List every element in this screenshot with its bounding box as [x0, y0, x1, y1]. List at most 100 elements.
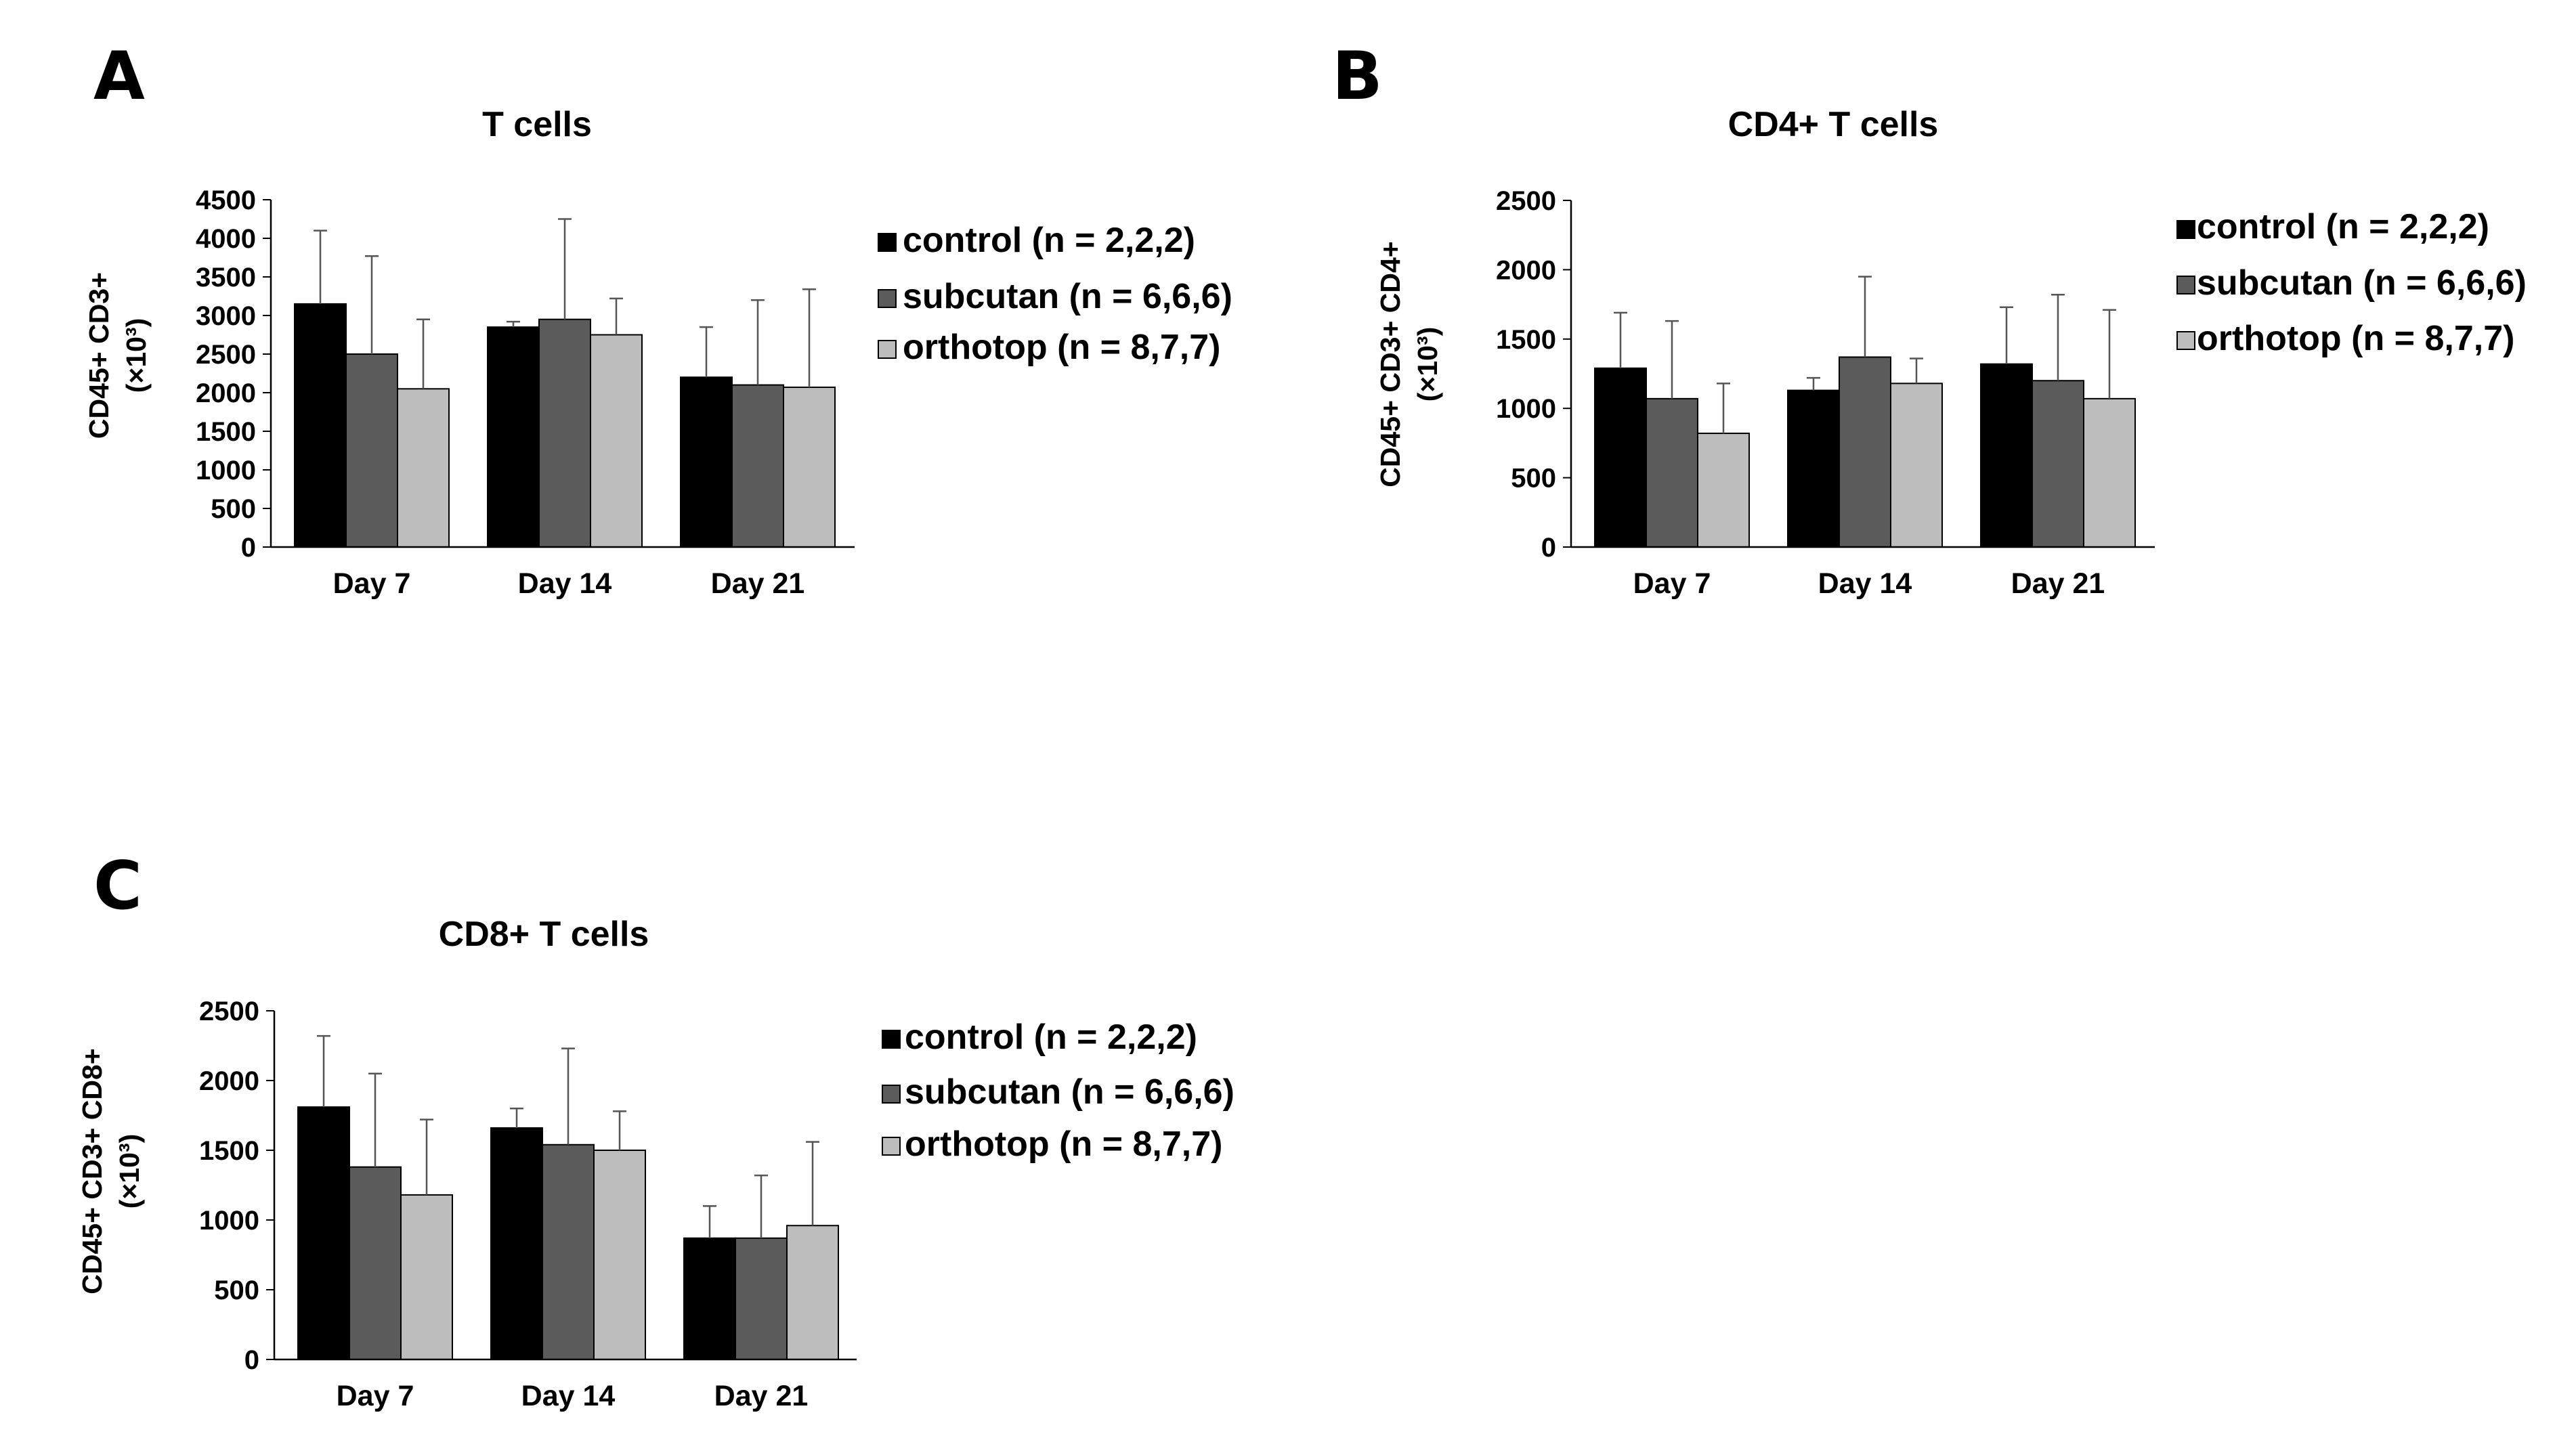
- y-tick-label-a-5: 2500: [196, 340, 256, 370]
- legend-swatch-subcutan-b: [2176, 276, 2195, 295]
- x-tick-label-b-2: Day 21: [2011, 567, 2105, 600]
- x-tick-label-b-0: Day 7: [1633, 567, 1711, 600]
- legend-swatch-subcutan-c: [882, 1085, 901, 1104]
- y-tick-label-a-1: 500: [211, 494, 256, 524]
- y-axis-label-c: CD45+ CD3+ CD8+ (×10³): [77, 1048, 145, 1294]
- bar-b-subcutan-0: [1646, 397, 1698, 548]
- plot-area-c: 0 500 1000 1500 2000 2500 Day 7 Day 14 Day 21: [199, 997, 857, 1412]
- y-tick-label-a-8: 4000: [196, 224, 256, 254]
- bar-c-subcutan-0: [349, 1166, 402, 1360]
- x-tick-label-a-1: Day 14: [518, 567, 612, 600]
- chart-title-b: CD4+ T cells: [1728, 105, 1939, 144]
- legend-label-control-a: control (n = 2,2,2): [903, 221, 1195, 260]
- y-axis-label-main-c: CD45+ CD3+ CD8+: [77, 1048, 108, 1294]
- bar-b-control-1: [1787, 389, 1840, 548]
- bar-c-control-1: [490, 1127, 543, 1361]
- legend-label-control-b: control (n = 2,2,2): [2197, 207, 2489, 246]
- bar-a-orthotop-2: [783, 387, 836, 548]
- y-tick-label-c-2: 1000: [199, 1206, 259, 1236]
- bar-b-subcutan-2: [2032, 380, 2084, 548]
- panel-c: C CD8+ T cells CD45+ CD3+ CD8+ (×10³) 0 5…: [77, 848, 1235, 1412]
- y-axis-label-unit-c: (×10³): [114, 1134, 145, 1209]
- bar-a-subcutan-1: [538, 318, 591, 548]
- y-tick-label-c-4: 2000: [199, 1066, 259, 1096]
- y-axis-label-main-b: CD45+ CD3+ CD4+: [1375, 241, 1406, 487]
- y-tick-label-a-2: 1000: [196, 456, 256, 485]
- legend-swatch-control-b: [2176, 220, 2195, 239]
- bar-b-control-2: [1980, 363, 2033, 548]
- panel-letter-a: A: [93, 38, 145, 115]
- y-tick-label-c-1: 500: [214, 1276, 259, 1305]
- bar-a-orthotop-0: [397, 388, 450, 548]
- legend-label-orthotop-c: orthotop (n = 8,7,7): [905, 1125, 1222, 1164]
- y-tick-label-c-5: 2500: [199, 997, 259, 1026]
- panel-a: A T cells CD45+ CD3+ (×10³) 0 500 1000 1500…: [83, 38, 1232, 600]
- y-axis-label-unit-a: (×10³): [121, 318, 152, 393]
- legend-label-orthotop-b: orthotop (n = 8,7,7): [2197, 319, 2514, 358]
- bar-a-subcutan-0: [345, 353, 398, 548]
- x-tick-label-a-2: Day 21: [711, 567, 805, 600]
- y-tick-label-c-3: 1500: [199, 1136, 259, 1166]
- panel-letter-c: C: [93, 848, 142, 925]
- legend-swatch-control-c: [882, 1030, 901, 1049]
- bar-a-subcutan-2: [731, 384, 784, 548]
- legend-a: control (n = 2,2,2) subcutan (n = 6,6,6)…: [878, 221, 1232, 367]
- x-tick-label-c-2: Day 21: [714, 1380, 809, 1412]
- bar-c-subcutan-2: [735, 1237, 788, 1361]
- x-tick-label-c-1: Day 14: [521, 1380, 616, 1412]
- legend-swatch-subcutan-a: [878, 289, 897, 308]
- x-tick-label-a-0: Day 7: [333, 567, 411, 600]
- y-axis-label-b: CD45+ CD3+ CD4+ (×10³): [1375, 241, 1443, 487]
- legend-c: control (n = 2,2,2) subcutan (n = 6,6,6)…: [882, 1018, 1235, 1164]
- bar-a-control-2: [680, 376, 733, 548]
- chart-title-c: CD8+ T cells: [439, 915, 649, 954]
- bar-c-orthotop-0: [400, 1194, 453, 1361]
- legend-label-control-c: control (n = 2,2,2): [905, 1018, 1197, 1057]
- panel-b: B CD4+ T cells CD45+ CD3+ CD4+ (×10³) 0 5…: [1332, 38, 2527, 600]
- bar-a-orthotop-1: [590, 334, 643, 548]
- y-tick-label-b-0: 0: [1541, 533, 1556, 563]
- y-tick-label-b-2: 1000: [1496, 394, 1556, 424]
- y-axis-label-unit-b: (×10³): [1412, 327, 1443, 402]
- y-axis-label-main-a: CD45+ CD3+: [83, 272, 114, 439]
- plot-area-a: 0 500 1000 1500 2000 2500 3000 3500 4000 4500 Day …: [196, 186, 855, 600]
- legend-swatch-orthotop-a: [878, 340, 897, 359]
- bar-b-orthotop-2: [2083, 397, 2136, 548]
- bar-c-orthotop-1: [593, 1150, 646, 1360]
- y-tick-label-a-4: 2000: [196, 378, 256, 408]
- legend-label-subcutan-c: subcutan (n = 6,6,6): [905, 1072, 1235, 1112]
- bar-a-control-0: [294, 303, 347, 548]
- legend-swatch-orthotop-b: [2176, 331, 2195, 350]
- bar-c-control-2: [683, 1237, 736, 1361]
- x-tick-label-c-0: Day 7: [337, 1380, 414, 1412]
- legend-label-subcutan-a: subcutan (n = 6,6,6): [903, 277, 1232, 316]
- y-tick-label-b-5: 2500: [1496, 186, 1556, 216]
- y-tick-label-a-3: 1500: [196, 417, 256, 447]
- bar-c-control-0: [297, 1106, 350, 1360]
- x-tick-label-b-1: Day 14: [1818, 567, 1912, 600]
- y-tick-label-a-9: 4500: [196, 186, 256, 215]
- bar-b-control-0: [1594, 367, 1647, 548]
- bar-a-control-1: [487, 326, 540, 548]
- y-axis-label-a: CD45+ CD3+ (×10³): [83, 272, 152, 439]
- legend-label-subcutan-b: subcutan (n = 6,6,6): [2197, 263, 2527, 303]
- y-tick-label-b-3: 1500: [1496, 325, 1556, 355]
- panel-letter-b: B: [1332, 38, 1383, 115]
- bar-b-orthotop-0: [1697, 433, 1750, 548]
- bar-b-subcutan-1: [1839, 356, 1891, 548]
- legend-label-orthotop-a: orthotop (n = 8,7,7): [903, 328, 1220, 367]
- bar-c-orthotop-2: [786, 1225, 839, 1360]
- plot-area-b: 0 500 1000 1500 2000 2500 Day 7 Day 14 Day 21: [1496, 186, 2155, 600]
- y-tick-label-a-7: 3500: [196, 263, 256, 292]
- bar-b-orthotop-1: [1890, 383, 1943, 548]
- y-tick-label-c-0: 0: [244, 1345, 259, 1375]
- bar-c-subcutan-1: [542, 1143, 595, 1360]
- legend-swatch-orthotop-c: [882, 1137, 901, 1156]
- legend-b: control (n = 2,2,2) subcutan (n = 6,6,6)…: [2176, 207, 2527, 358]
- chart-title-a: T cells: [482, 105, 592, 144]
- y-tick-label-b-1: 500: [1511, 464, 1556, 494]
- y-tick-label-b-4: 2000: [1496, 255, 1556, 285]
- y-tick-label-a-6: 3000: [196, 301, 256, 331]
- legend-swatch-control-a: [878, 233, 897, 252]
